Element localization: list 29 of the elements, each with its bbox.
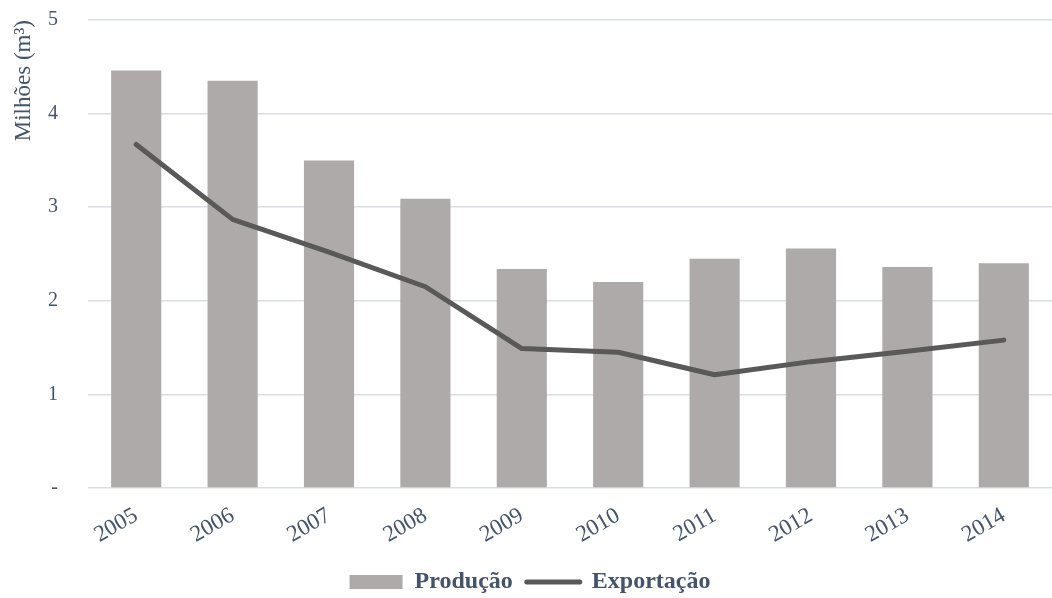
bar [207,80,258,488]
x-tick-label: 2009 [475,501,528,547]
x-tick-label: 2013 [860,501,913,547]
bar [882,267,933,488]
bar [496,268,547,488]
bar [978,263,1029,488]
y-tick-label: 1 [48,381,58,404]
legend-label: Produção [414,567,513,594]
y-tick-label: 3 [48,194,58,217]
bar [785,248,837,488]
bar [400,198,451,488]
bar [303,160,355,488]
y-tick-label: 5 [48,7,58,30]
x-tick-label: 2014 [957,501,1010,547]
y-tick-label: 4 [48,100,58,123]
x-tick-label: 2010 [571,501,624,547]
bar [593,282,644,488]
bar [689,258,740,488]
x-tick-label: 2007 [282,501,335,547]
x-tick-label: 2006 [185,501,239,547]
legend-label: Exportação [591,567,711,594]
bar [111,70,162,488]
y-tick-label: - [51,475,58,498]
y-axis-title: Milhões (m³) [9,20,35,142]
x-tick-label: 2005 [89,501,142,547]
x-tick-label: 2011 [668,501,721,547]
x-tick-label: 2008 [378,501,431,547]
y-tick-label: 2 [48,288,58,311]
x-tick-label: 2012 [764,501,817,547]
